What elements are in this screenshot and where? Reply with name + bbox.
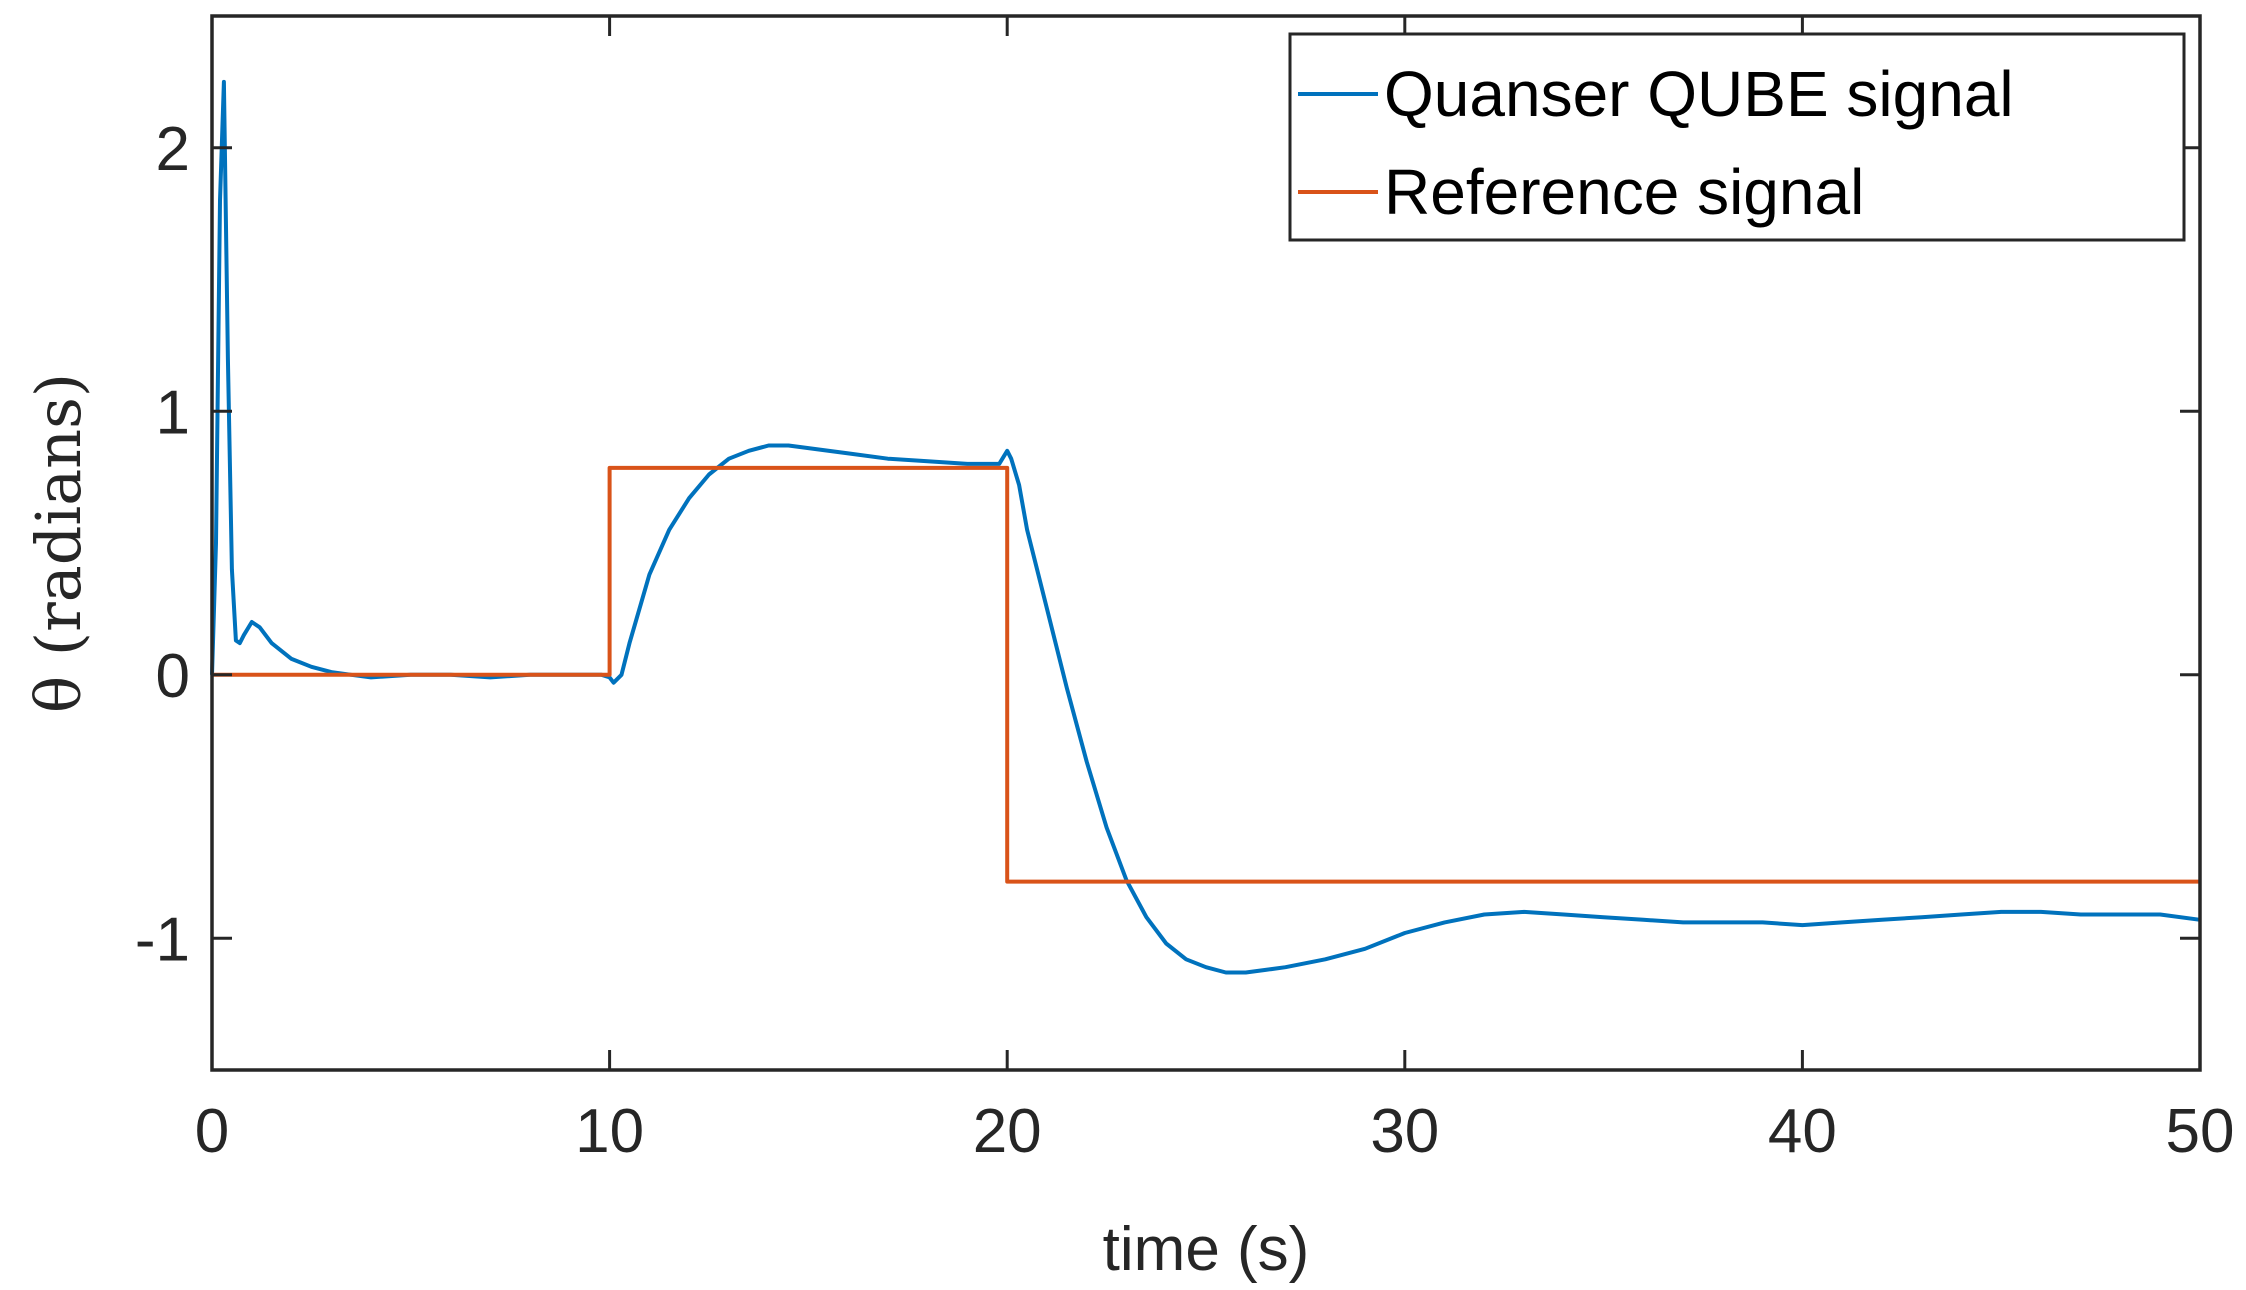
x-axis-label: time (s) (1103, 1215, 1310, 1284)
x-tick-label: 30 (1370, 1097, 1439, 1166)
legend: Quanser QUBE signal Reference signal (1288, 32, 2186, 242)
x-tick-label: 50 (2166, 1097, 2235, 1166)
y-tick-label: -1 (135, 905, 190, 974)
axes-box (210, 14, 2202, 1072)
x-tick-label: 10 (575, 1097, 644, 1166)
y-tick-label: 0 (156, 642, 190, 711)
ticks-layer (210, 16, 2202, 1070)
legend-box (1288, 32, 2186, 242)
series-layer (210, 79, 2201, 975)
y-tick-label: 2 (156, 115, 190, 184)
x-tick-label: 0 (195, 1097, 229, 1166)
y-tick-label: 1 (156, 378, 190, 447)
legend-label-reference: Reference signal (1384, 156, 1864, 228)
series-line-1 (212, 465, 2200, 884)
y-axis-label: θ (radians) (22, 373, 95, 713)
tick-labels-layer: 0 10 20 30 40 50 -1 0 1 2 (135, 115, 2235, 1166)
x-tick-label: 40 (1768, 1097, 1837, 1166)
series-line-0 (210, 79, 2201, 975)
legend-label-quanser: Quanser QUBE signal (1384, 58, 2014, 130)
x-tick-label: 20 (973, 1097, 1042, 1166)
